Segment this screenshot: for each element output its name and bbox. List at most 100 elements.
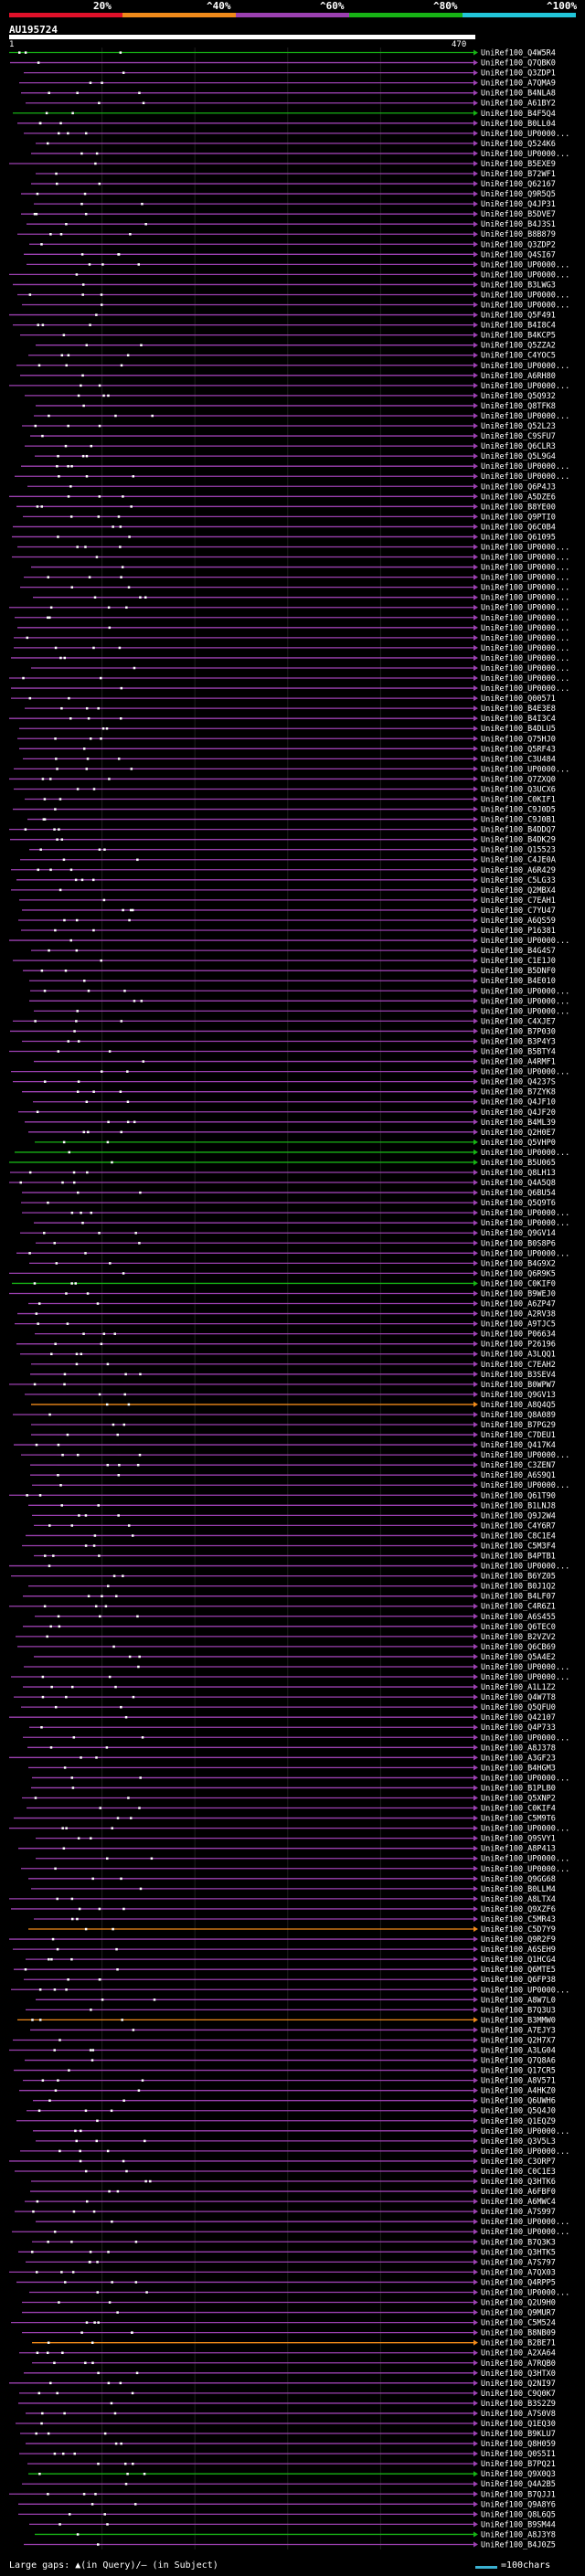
hit-arrow	[473, 746, 478, 752]
hit-label: UniRef100_Q9MUR7	[481, 2309, 556, 2318]
hit-label: UniRef100_B4I3C4	[481, 715, 556, 724]
hit-label: UniRef100_UP0000...	[481, 150, 569, 159]
hit-label: UniRef100_C0KIF4	[481, 1805, 556, 1814]
hit-label: UniRef100_Q9A8Y6	[481, 2500, 556, 2509]
gap-marker	[116, 2189, 120, 2193]
hit-label: UniRef100_B7P030	[481, 1027, 556, 1036]
hit-label: UniRef100_UP0000...	[481, 291, 569, 300]
gap-marker	[121, 566, 124, 568]
hit-label: UniRef100_A6MWC4	[481, 2198, 556, 2207]
gap-marker	[127, 1403, 131, 1406]
gap-marker	[145, 2291, 148, 2294]
hit-arrow	[473, 322, 478, 328]
gap-marker	[62, 1847, 66, 1850]
scale-line	[475, 2566, 497, 2569]
gap-marker	[69, 938, 72, 942]
hit-arrow	[473, 1765, 478, 1771]
gap-marker	[50, 1352, 53, 1356]
gap-marker	[70, 1211, 74, 1214]
hit-arrow	[473, 968, 478, 974]
hit-arrow	[473, 1915, 478, 1922]
query-name: AU195724	[9, 24, 58, 36]
hit-arrow	[473, 1512, 478, 1519]
hit-label: UniRef100_Q6FP38	[481, 1976, 556, 1985]
hit-label: UniRef100_B4I8C4	[481, 322, 556, 331]
gap-marker	[54, 808, 57, 811]
gap-marker	[18, 51, 21, 54]
gap-marker	[47, 1201, 49, 1204]
gap-marker	[96, 1302, 100, 1305]
hit-arrow	[473, 2451, 478, 2457]
gap-marker	[151, 414, 154, 418]
legend-label: ^80%	[433, 0, 458, 12]
gap-marker	[49, 868, 52, 872]
gap-marker	[54, 1342, 57, 1345]
hit-label: UniRef100_B4NLA8	[481, 90, 556, 99]
hit-label: UniRef100_B5DVE7	[481, 210, 556, 219]
gap-marker	[98, 101, 101, 105]
hit-label: UniRef100_B0WPW7	[481, 1381, 556, 1390]
hit-arrow	[473, 544, 478, 550]
hit-arrow	[473, 664, 478, 671]
gap-marker	[119, 2381, 122, 2385]
gap-marker	[69, 716, 72, 720]
gap-marker	[75, 1020, 78, 1023]
gap-marker	[133, 2503, 137, 2506]
hit-arrow	[473, 1169, 478, 1175]
gap-marker	[97, 2321, 100, 2324]
gap-marker	[58, 2301, 60, 2304]
gap-marker	[36, 2351, 39, 2355]
gap-marker	[65, 1827, 68, 1829]
gap-marker	[115, 1595, 118, 1597]
hit-arrow	[473, 181, 478, 187]
hit-label: UniRef100_Q0S5I1	[481, 2450, 556, 2459]
hit-label: UniRef100_B4LF07	[481, 1593, 556, 1602]
hit-arrow	[473, 2289, 478, 2295]
hit-label: UniRef100_UP0000...	[481, 987, 569, 996]
hit-label: UniRef100_C9Q0K7	[481, 2390, 556, 2399]
gap-marker	[108, 626, 112, 630]
hit-label: UniRef100_P16381	[481, 927, 556, 936]
hit-arrow	[473, 140, 478, 146]
gap-marker	[128, 918, 131, 922]
gap-marker	[81, 293, 84, 296]
hit-arrow	[473, 2420, 478, 2426]
hit-arrow	[473, 1815, 478, 1821]
hit-label: UniRef100_B7PQ21	[481, 2460, 556, 2469]
hit-label: UniRef100_B7QJJ1	[481, 2490, 556, 2499]
hit-label: UniRef100_B9KLU7	[481, 2430, 556, 2439]
gap-marker	[128, 535, 131, 538]
gap-marker	[31, 2251, 34, 2253]
gap-marker	[63, 2412, 66, 2415]
hit-label: UniRef100_Q5L9G4	[481, 452, 556, 461]
gap-marker	[47, 2493, 49, 2496]
gap-marker	[64, 969, 68, 972]
gap-marker	[84, 546, 87, 548]
hit-arrow	[473, 1250, 478, 1256]
gap-marker	[91, 878, 95, 882]
hit-label: UniRef100_A6FBF0	[481, 2188, 556, 2197]
hit-label: UniRef100_C5LG33	[481, 876, 556, 885]
hit-arrow	[473, 2249, 478, 2255]
hit-label: UniRef100_UP0000...	[481, 462, 569, 472]
hit-arrow	[473, 2057, 478, 2063]
hit-arrow	[473, 2007, 478, 2013]
hit-arrow	[473, 1895, 478, 1902]
gap-marker	[89, 2251, 92, 2253]
hit-arrow	[473, 1674, 478, 1680]
hit-label: UniRef100_B7Q3K3	[481, 2238, 556, 2247]
gap-marker	[24, 1967, 27, 1971]
hit-label: UniRef100_Q5VHP0	[481, 1139, 556, 1148]
gap-marker	[91, 2049, 95, 2051]
gap-marker	[48, 1564, 51, 1567]
hit-label: UniRef100_B4ML39	[481, 1118, 556, 1128]
hit-arrow	[473, 110, 478, 116]
gap-marker	[58, 828, 60, 831]
hit-label: UniRef100_Q5F491	[481, 312, 556, 321]
hit-arrow	[473, 261, 478, 268]
gap-marker	[102, 898, 106, 902]
gap-marker	[43, 1554, 47, 1557]
hit-arrow	[473, 2027, 478, 2033]
gap-marker	[19, 1181, 22, 1184]
hit-arrow	[473, 2531, 478, 2538]
